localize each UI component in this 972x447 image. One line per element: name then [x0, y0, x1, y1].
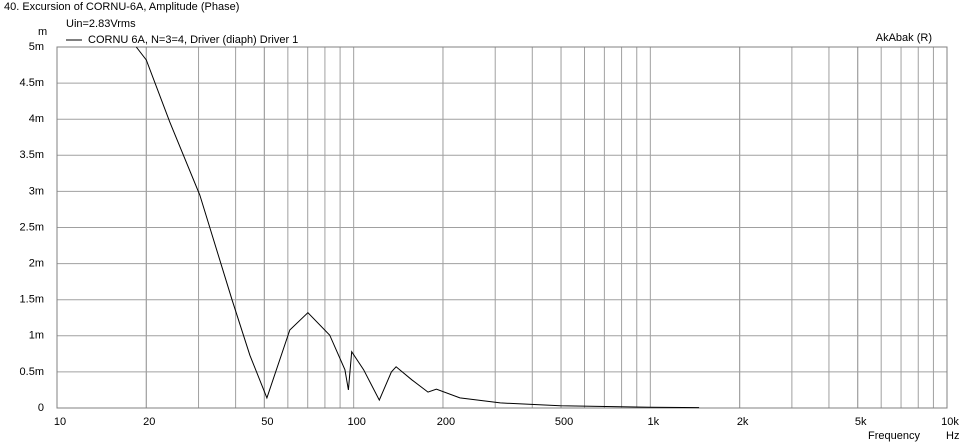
y-tick-label: 2.5m [20, 221, 44, 233]
x-tick-label: 5k [855, 416, 867, 428]
y-tick-label: 5m [29, 41, 44, 53]
x-tick-label: 1k [648, 416, 660, 428]
y-tick-label: 4m [29, 113, 44, 125]
y-tick-label: 0.5m [20, 366, 44, 378]
x-axis-label: Frequency [868, 430, 920, 442]
x-tick-label: 2k [737, 416, 749, 428]
legend-label: CORNU 6A, N=3=4, Driver (diaph) Driver 1 [88, 34, 298, 46]
y-tick-label: 3.5m [20, 149, 44, 161]
x-tick-label: 10 [54, 416, 66, 428]
subtitle: Uin=2.83Vrms [66, 18, 136, 30]
y-tick-label: 0 [38, 402, 44, 414]
data-line [135, 46, 700, 409]
x-tick-label: 500 [555, 416, 573, 428]
x-tick-label: 20 [143, 416, 155, 428]
y-tick-label: 1.5m [20, 294, 44, 306]
chart-title: 40. Excursion of CORNU-6A, Amplitude (Ph… [4, 1, 239, 13]
y-tick-label: 4.5m [20, 77, 44, 89]
x-unit: Hz [946, 430, 959, 442]
y-tick-label: 2m [29, 258, 44, 270]
x-tick-label: 200 [437, 416, 455, 428]
y-tick-label: 3m [29, 185, 44, 197]
x-tick-label: 100 [347, 416, 365, 428]
x-tick-label: 50 [261, 416, 273, 428]
y-axis-label: m [38, 26, 47, 38]
plot-border [56, 46, 948, 409]
x-tick-label: 10k [941, 416, 959, 428]
annotation: AkAbak (R) [876, 32, 932, 44]
y-tick-label: 1m [29, 330, 44, 342]
